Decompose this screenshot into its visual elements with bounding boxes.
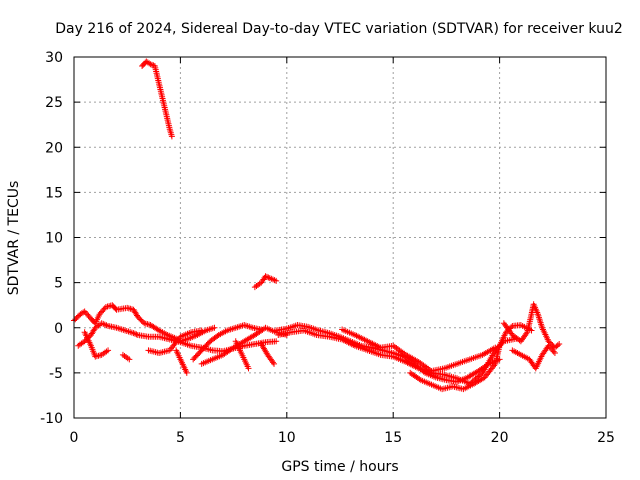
data-point	[84, 311, 91, 318]
axis-ticks: 0 5 10 15 20 25 -10 -5 0 5 10 15 20 25 30	[40, 50, 615, 446]
data-point	[100, 306, 107, 313]
data-point	[74, 313, 81, 320]
data-point	[546, 344, 553, 351]
data-point	[273, 277, 280, 284]
data-point	[147, 61, 154, 68]
data-point	[85, 312, 92, 319]
data-point	[263, 273, 270, 280]
data-point	[183, 369, 190, 376]
data-point	[496, 356, 503, 363]
data-point	[112, 305, 119, 312]
data-point	[80, 309, 87, 316]
data-point	[245, 365, 252, 372]
data-point	[556, 340, 563, 347]
data-track-7	[173, 347, 190, 376]
data-point	[126, 356, 133, 363]
data-point	[551, 350, 558, 357]
data-point	[545, 342, 552, 349]
data-point	[554, 342, 561, 349]
data-track-11	[258, 340, 278, 367]
data-track-1	[251, 273, 280, 291]
data-point	[549, 347, 556, 354]
y-tick-label: -5	[49, 366, 63, 382]
y-tick-label: 5	[54, 276, 63, 292]
data-track-6	[145, 327, 205, 357]
grid-lines	[74, 57, 606, 418]
data-point	[96, 311, 103, 318]
chart-title: Day 216 of 2024, Sidereal Day-to-day VTE…	[55, 21, 623, 37]
data-point	[273, 338, 280, 345]
y-tick-label: -10	[40, 411, 63, 427]
data-track-0	[139, 58, 175, 140]
data-point	[81, 338, 88, 345]
data-point	[81, 308, 88, 315]
y-tick-label: 20	[45, 140, 63, 156]
data-point	[133, 331, 140, 338]
data-point	[137, 316, 144, 323]
y-tick-label: 10	[45, 231, 63, 247]
data-point	[136, 315, 143, 322]
data-point	[97, 309, 104, 316]
x-tick-label: 5	[176, 430, 185, 446]
data-point	[149, 61, 156, 68]
data-track-14	[339, 326, 499, 375]
data-track-8	[190, 322, 265, 363]
data-point	[214, 333, 221, 340]
data-track-2	[71, 302, 218, 345]
plot-frame	[73, 56, 607, 419]
data-point	[265, 274, 272, 281]
y-tick-label: 25	[45, 95, 63, 111]
y-tick-label: 0	[54, 321, 63, 337]
y-tick-label: 30	[45, 50, 63, 66]
data-point	[138, 317, 145, 324]
data-point	[550, 348, 557, 355]
x-tick-label: 0	[70, 430, 79, 446]
data-point	[99, 308, 106, 315]
data-point	[198, 327, 205, 334]
data-track-17	[509, 342, 558, 372]
x-tick-label: 15	[384, 430, 402, 446]
data-point	[132, 330, 139, 337]
data-point	[548, 345, 555, 352]
y-axis-label: SDTVAR / TECUs	[6, 181, 22, 296]
data-track-9	[198, 324, 290, 367]
data-point	[154, 326, 161, 333]
data-track-16	[500, 301, 563, 351]
data-point	[271, 360, 278, 367]
x-axis-label: GPS time / hours	[281, 459, 398, 475]
data-point	[211, 324, 218, 331]
y-tick-label: 15	[45, 185, 63, 201]
data-point	[73, 315, 80, 322]
x-tick-label: 20	[491, 430, 509, 446]
data-point	[134, 313, 141, 320]
data-point	[105, 347, 112, 354]
data-track-5	[119, 351, 133, 363]
data-track-4	[81, 329, 112, 360]
data-point	[262, 273, 269, 280]
x-tick-label: 25	[597, 430, 615, 446]
data-track-10	[232, 338, 252, 372]
data-point	[168, 133, 175, 140]
data-point	[82, 309, 89, 316]
x-tick-label: 10	[278, 430, 296, 446]
data-point	[130, 330, 137, 337]
data-points	[71, 58, 563, 393]
data-point	[72, 316, 79, 323]
